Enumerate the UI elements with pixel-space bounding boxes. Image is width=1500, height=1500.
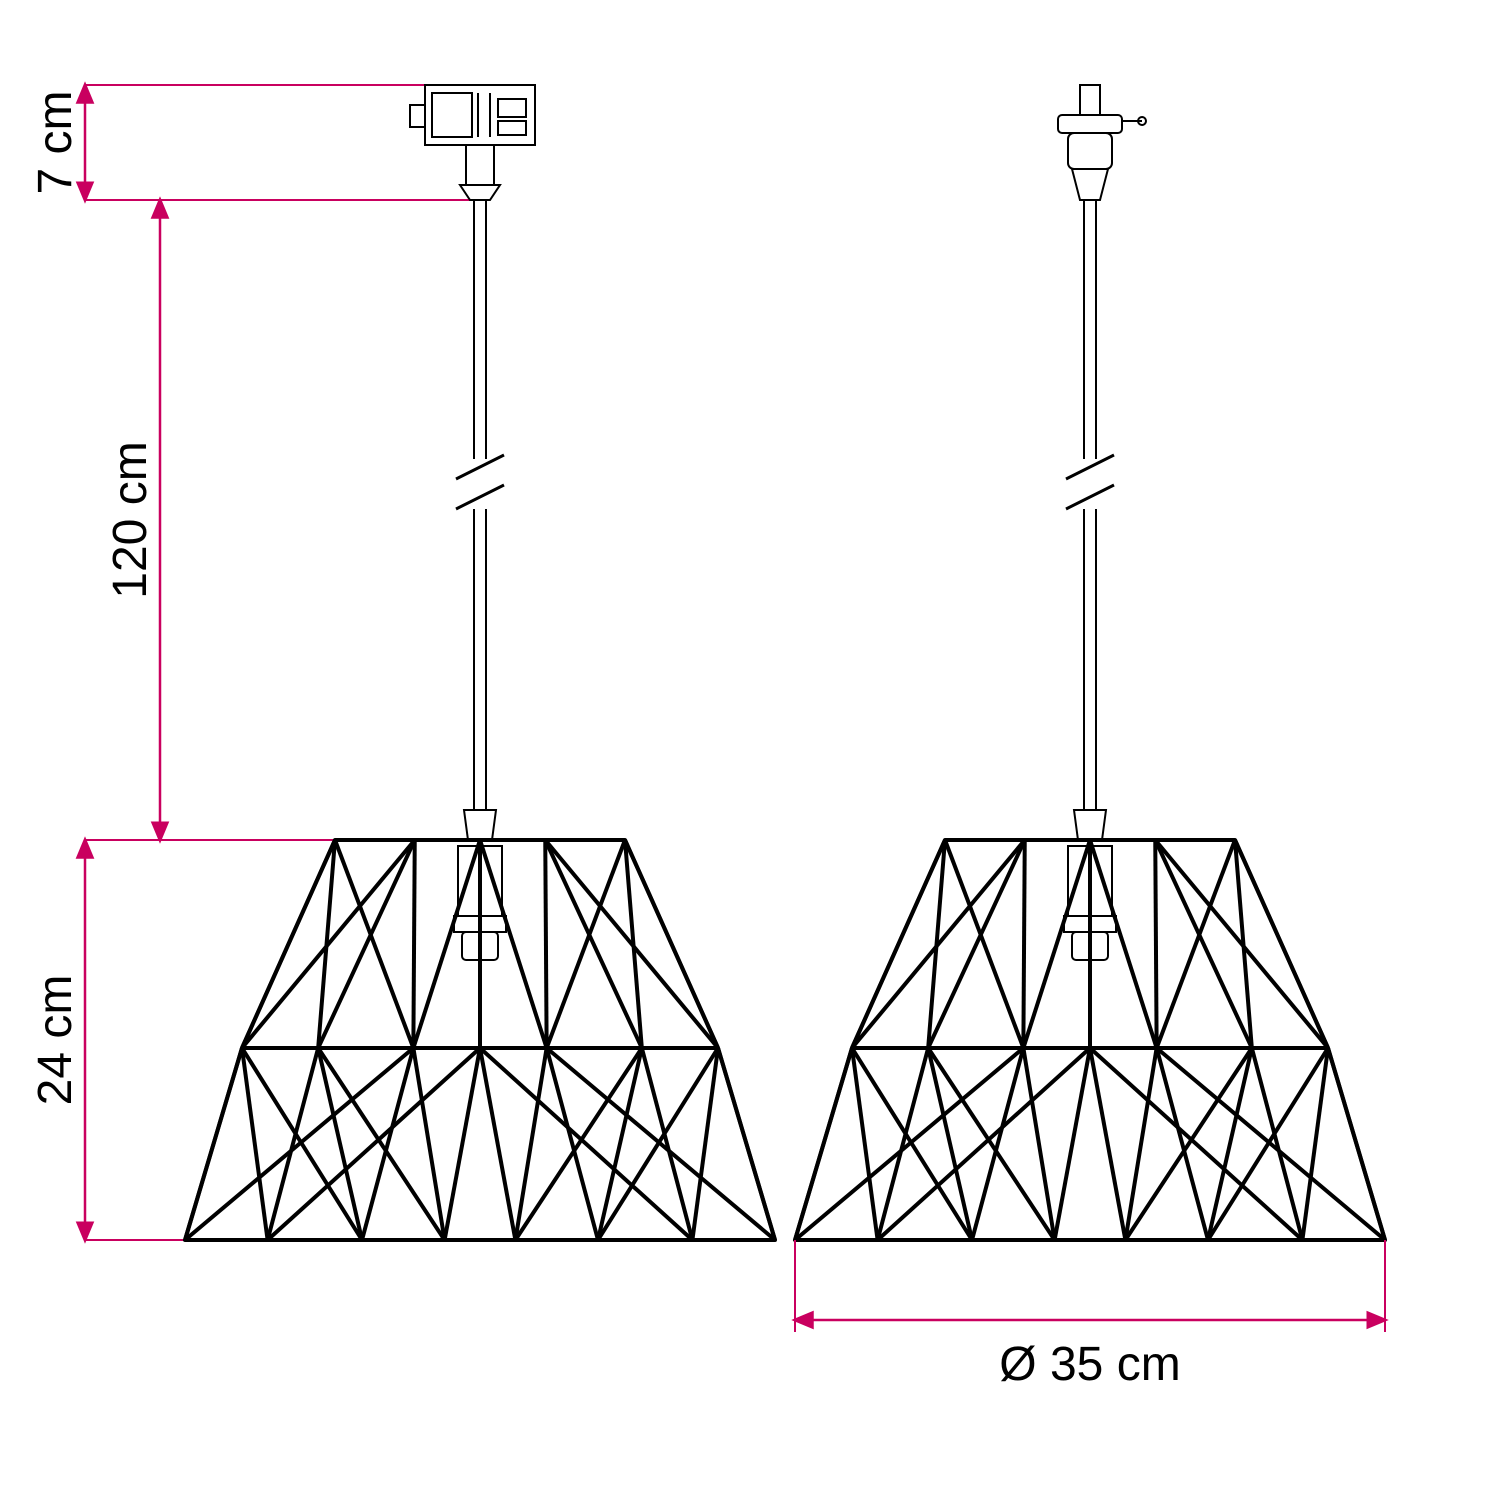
dim-label-connector: 7 cm <box>29 90 82 194</box>
lamp-right <box>795 85 1385 1240</box>
technical-drawing: 7 cm 120 cm 24 cm Ø 35 cm <box>0 0 1500 1500</box>
dim-label-diameter: Ø 35 cm <box>999 1338 1180 1391</box>
lamp-left <box>185 85 775 1240</box>
dim-label-cable: 120 cm <box>104 441 157 598</box>
dimension-diameter: Ø 35 cm <box>795 1240 1385 1391</box>
dim-label-shade: 24 cm <box>29 975 82 1106</box>
